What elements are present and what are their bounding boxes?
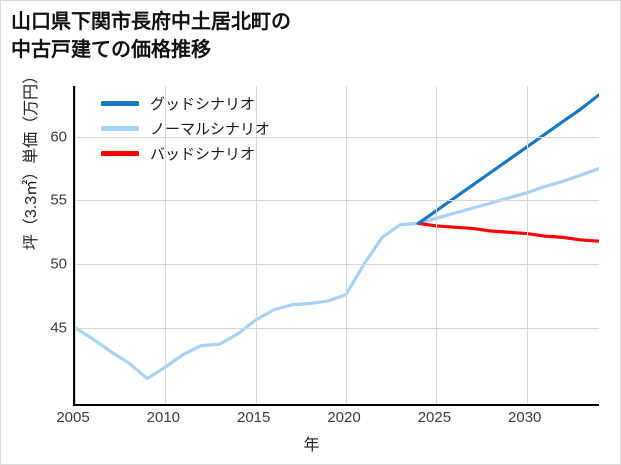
legend-item[interactable]: バッドシナリオ <box>101 141 331 166</box>
series-line <box>416 93 599 225</box>
legend-color-swatch <box>101 126 139 131</box>
chart-legend: グッドシナリオ ノーマルシナリオ バッドシナリオ <box>101 91 331 166</box>
gridline-vertical <box>526 86 528 404</box>
x-axis-tick-label: 2020 <box>327 409 361 426</box>
y-axis-tick-label: 45 <box>50 319 67 337</box>
legend-item-label: ノーマルシナリオ <box>150 121 271 138</box>
legend-color-swatch <box>101 101 139 106</box>
x-axis-tick-label: 2005 <box>56 409 90 426</box>
gridline-vertical <box>255 86 257 404</box>
gridline-horizontal <box>75 327 599 329</box>
legend-item-label: グッドシナリオ <box>150 96 256 113</box>
x-axis-tick-label: 2025 <box>417 409 452 426</box>
gridline-vertical <box>346 86 348 404</box>
x-axis-tick-label: 2030 <box>508 409 542 426</box>
legend-item[interactable]: グッドシナリオ <box>101 91 331 116</box>
gridline-vertical <box>436 86 438 404</box>
gridline-horizontal <box>75 136 599 138</box>
x-axis-title: 年 <box>303 437 320 454</box>
x-axis-tick-labels: 2005 2010 2015 2020 2025 2030 <box>56 409 597 429</box>
gridline-horizontal <box>75 264 599 266</box>
gridline-vertical <box>165 86 167 404</box>
x-axis-tick-label: 2010 <box>146 409 181 426</box>
plot-area <box>73 86 599 406</box>
legend-color-swatch <box>101 151 139 156</box>
y-axis-tick-labels: 45 50 55 60 <box>23 86 67 404</box>
legend-item[interactable]: ノーマルシナリオ <box>101 116 331 141</box>
gridline-vertical <box>75 86 76 404</box>
legend-item-label: バッドシナリオ <box>150 146 256 163</box>
gridline-horizontal <box>75 200 599 202</box>
y-axis-tick-label: 60 <box>50 128 67 146</box>
x-axis-tick-label: 2015 <box>237 409 271 426</box>
series-line <box>416 221 599 243</box>
y-axis-tick-label: 55 <box>50 191 67 209</box>
y-axis-tick-label: 50 <box>50 255 67 273</box>
series-lines <box>75 93 599 381</box>
series-line <box>75 167 599 381</box>
page-title: 山口県下関市長府中土居北町の 中古戸建ての価格推移 <box>11 11 291 61</box>
